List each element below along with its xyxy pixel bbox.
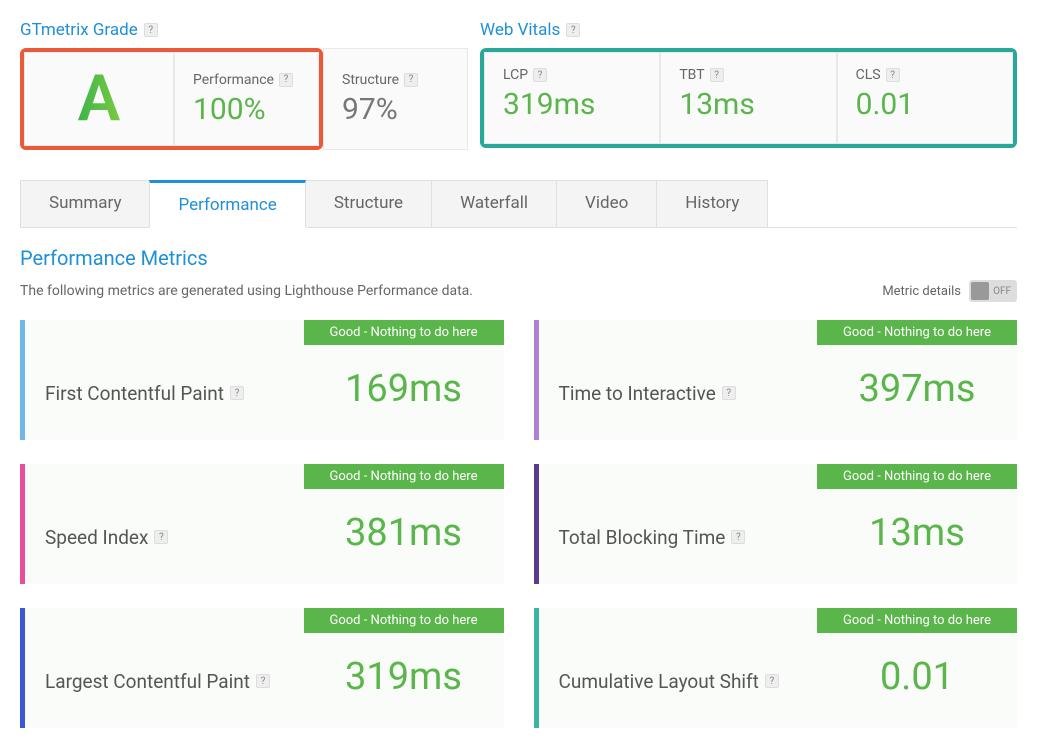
gtmetrix-grade-title: GTmetrix Grade ? (20, 20, 468, 40)
metric-card-value: 319ms (345, 655, 462, 699)
help-icon[interactable]: ? (731, 530, 745, 544)
metric-card-name-text: Total Blocking Time (559, 526, 726, 549)
vital-cls-cell: CLS ? 0.01 (837, 52, 1013, 144)
tab-bar: Summary Performance Structure Waterfall … (20, 180, 1017, 228)
help-icon[interactable]: ? (566, 23, 580, 37)
metric-card: Time to Interactive ?Good - Nothing to d… (534, 320, 1018, 440)
metric-card-name-text: Cumulative Layout Shift (559, 670, 759, 693)
metric-card-value-area: Good - Nothing to do here 397ms (817, 320, 1017, 440)
help-icon[interactable]: ? (533, 68, 547, 82)
help-icon[interactable]: ? (886, 68, 900, 82)
structure-score-cell: Structure ? 97% (323, 48, 468, 150)
vitals-highlight: LCP ? 319ms TBT ? 13ms CLS ? 0.01 (480, 48, 1017, 148)
tab-performance[interactable]: Performance (149, 180, 305, 228)
tab-summary[interactable]: Summary (20, 180, 150, 227)
help-icon[interactable]: ? (230, 386, 244, 400)
subtitle-row: The following metrics are generated usin… (20, 280, 1017, 302)
help-icon[interactable]: ? (144, 23, 158, 37)
vital-lcp-label-text: LCP (503, 67, 528, 83)
help-icon[interactable]: ? (722, 386, 736, 400)
metric-card: First Contentful Paint ?Good - Nothing t… (20, 320, 504, 440)
structure-label: Structure ? (342, 72, 449, 88)
vital-tbt-label-text: TBT (679, 67, 704, 83)
vital-tbt-value: 13ms (679, 87, 817, 122)
metric-status-badge: Good - Nothing to do here (304, 464, 504, 489)
gtmetrix-grade-section: GTmetrix Grade ? A Performance ? 100% St… (20, 20, 468, 150)
grade-highlight: A Performance ? 100% (20, 48, 323, 150)
metric-card-value: 0.01 (880, 655, 954, 699)
metric-details-toggle[interactable]: OFF (969, 280, 1017, 302)
metric-card-name-text: Largest Contentful Paint (45, 670, 250, 693)
metric-card-value: 397ms (858, 367, 975, 411)
metric-status-badge: Good - Nothing to do here (304, 320, 504, 345)
metric-status-badge: Good - Nothing to do here (817, 464, 1017, 489)
web-vitals-title-text: Web Vitals (480, 20, 560, 40)
metric-card-value: 169ms (345, 367, 462, 411)
vital-lcp-label: LCP ? (503, 67, 641, 83)
metric-status-badge: Good - Nothing to do here (817, 320, 1017, 345)
metric-card-name: Speed Index ? (25, 464, 304, 584)
toggle-state-text: OFF (993, 286, 1011, 297)
grade-letter: A (78, 67, 121, 131)
web-vitals-title: Web Vitals ? (480, 20, 1017, 40)
metric-status-badge: Good - Nothing to do here (817, 608, 1017, 633)
metric-card: Cumulative Layout Shift ?Good - Nothing … (534, 608, 1018, 728)
grade-letter-cell: A (24, 52, 174, 146)
vital-cls-label: CLS ? (856, 67, 994, 83)
structure-value: 97% (342, 92, 449, 127)
top-summary-row: GTmetrix Grade ? A Performance ? 100% St… (20, 20, 1017, 150)
grade-row: A Performance ? 100% Structure ? 97% (20, 48, 468, 150)
metric-card-value: 13ms (869, 511, 965, 555)
metric-card-name: Largest Contentful Paint ? (25, 608, 304, 728)
metric-card-value-area: Good - Nothing to do here 13ms (817, 464, 1017, 584)
metric-card-value: 381ms (345, 511, 462, 555)
tab-structure[interactable]: Structure (305, 180, 432, 227)
vital-lcp-value: 319ms (503, 87, 641, 122)
help-icon[interactable]: ? (404, 73, 418, 87)
metrics-grid: First Contentful Paint ?Good - Nothing t… (20, 320, 1017, 728)
metric-card: Speed Index ?Good - Nothing to do here38… (20, 464, 504, 584)
web-vitals-section: Web Vitals ? LCP ? 319ms TBT ? 13ms CL (480, 20, 1017, 150)
metric-card-name: Cumulative Layout Shift ? (539, 608, 818, 728)
performance-label-text: Performance (193, 72, 274, 88)
help-icon[interactable]: ? (154, 530, 168, 544)
vital-cls-label-text: CLS (856, 67, 881, 83)
metric-card-name-text: First Contentful Paint (45, 382, 224, 405)
metric-details-label: Metric details (882, 284, 961, 299)
metric-card-value-area: Good - Nothing to do here 0.01 (817, 608, 1017, 728)
metric-card-name-text: Speed Index (45, 526, 148, 549)
metric-details-toggle-group: Metric details OFF (882, 280, 1017, 302)
help-icon[interactable]: ? (279, 73, 293, 87)
performance-score-cell: Performance ? 100% (174, 52, 319, 146)
metric-card-value-area: Good - Nothing to do here 381ms (304, 464, 504, 584)
vital-tbt-cell: TBT ? 13ms (660, 52, 836, 144)
tab-video[interactable]: Video (556, 180, 657, 227)
vital-tbt-label: TBT ? (679, 67, 817, 83)
metric-card: Largest Contentful Paint ?Good - Nothing… (20, 608, 504, 728)
performance-metrics-subtitle: The following metrics are generated usin… (20, 283, 473, 299)
help-icon[interactable]: ? (710, 68, 724, 82)
metric-card-value-area: Good - Nothing to do here 319ms (304, 608, 504, 728)
metric-card: Total Blocking Time ?Good - Nothing to d… (534, 464, 1018, 584)
metric-card-name: Time to Interactive ? (539, 320, 818, 440)
performance-value: 100% (193, 92, 300, 127)
tab-history[interactable]: History (656, 180, 768, 227)
metric-card-value-area: Good - Nothing to do here 169ms (304, 320, 504, 440)
gtmetrix-grade-title-text: GTmetrix Grade (20, 20, 138, 40)
tab-waterfall[interactable]: Waterfall (431, 180, 557, 227)
structure-label-text: Structure (342, 72, 399, 88)
metric-status-badge: Good - Nothing to do here (304, 608, 504, 633)
vital-lcp-cell: LCP ? 319ms (484, 52, 660, 144)
performance-label: Performance ? (193, 72, 300, 88)
metric-card-name: Total Blocking Time ? (539, 464, 818, 584)
metric-card-name: First Contentful Paint ? (25, 320, 304, 440)
vital-cls-value: 0.01 (856, 87, 994, 122)
metric-card-name-text: Time to Interactive (559, 382, 716, 405)
help-icon[interactable]: ? (765, 674, 779, 688)
help-icon[interactable]: ? (256, 674, 270, 688)
performance-metrics-title: Performance Metrics (20, 246, 1017, 270)
toggle-knob-icon (971, 282, 989, 300)
